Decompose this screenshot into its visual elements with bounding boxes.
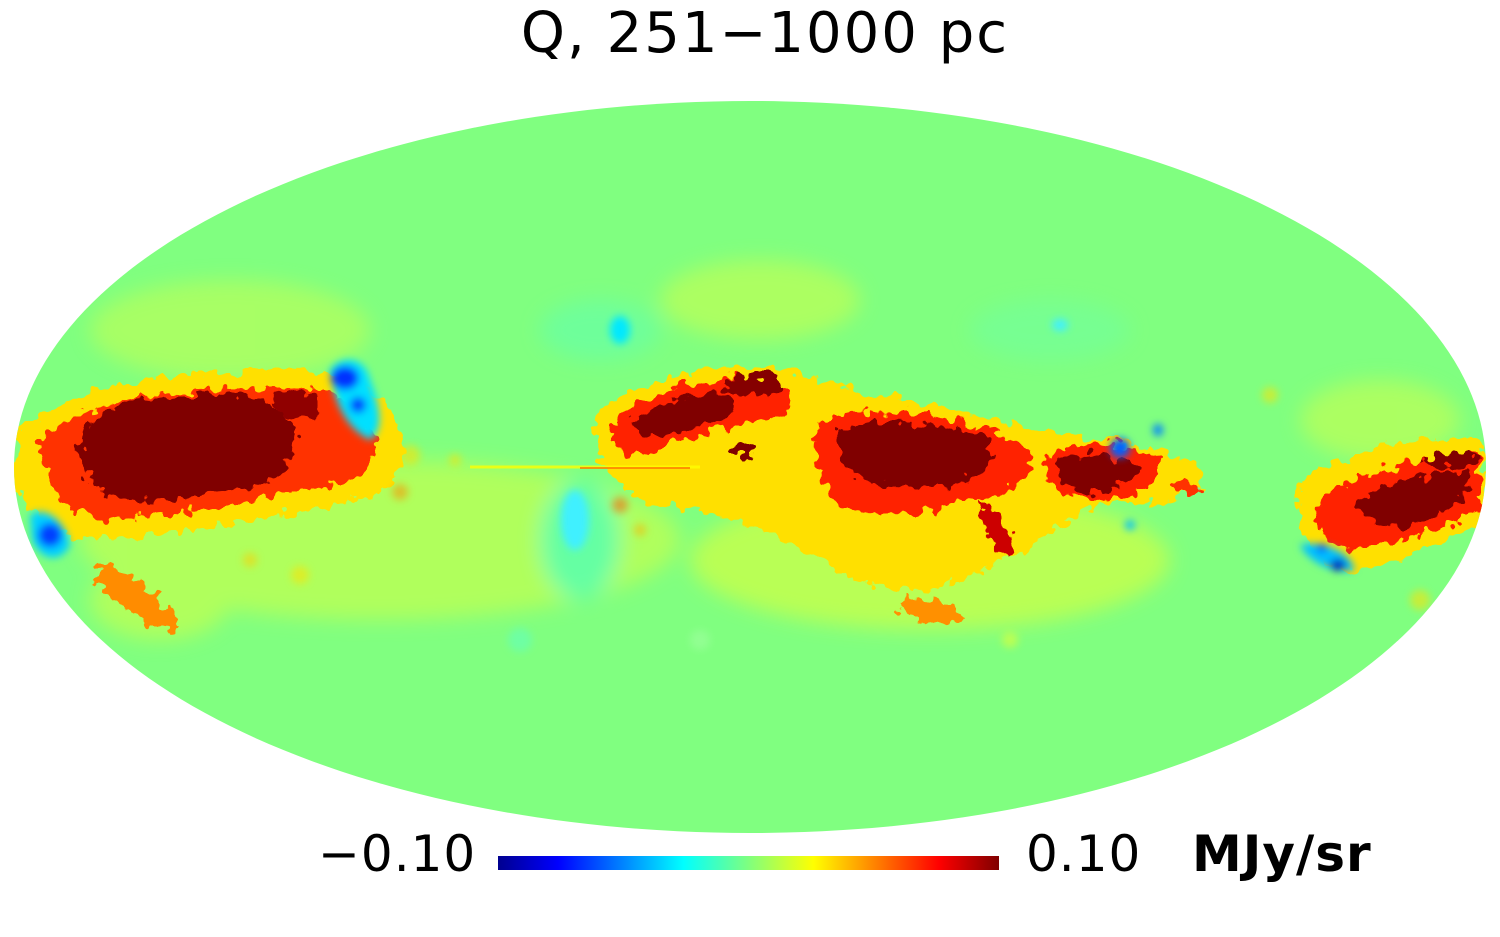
positive-region-right	[1058, 454, 1140, 492]
positive-region-left	[78, 393, 296, 501]
galactic-plane-streak	[470, 463, 781, 469]
positive-region-far-right	[1359, 470, 1471, 527]
negative-regions	[30, 316, 1355, 572]
saturated-positive-regions	[78, 374, 1480, 527]
colorbar	[498, 856, 999, 870]
speckle-texture	[243, 387, 1430, 652]
positive-region-center-right	[836, 421, 993, 487]
colorbar-max-label: 0.10	[1026, 825, 1142, 883]
map-title: Q, 251−1000 pc	[520, 1, 1010, 66]
positive-region-center-left	[630, 393, 736, 439]
colorbar-min-label: −0.10	[318, 825, 477, 883]
colorbar-unit-label: MJy/sr	[1192, 825, 1372, 883]
